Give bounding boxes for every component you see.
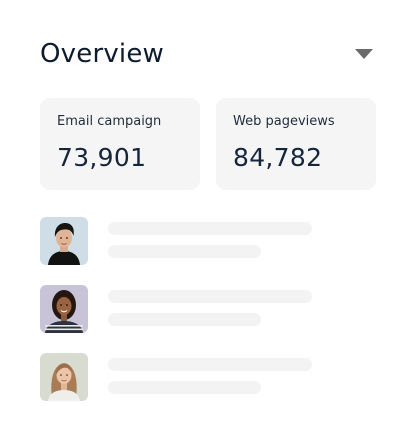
list-item xyxy=(40,217,376,265)
stat-label: Web pageviews xyxy=(233,114,335,129)
card-title: Overview xyxy=(40,39,165,69)
skeleton-line xyxy=(108,313,261,326)
person-avatar-icon xyxy=(40,217,88,265)
person-avatar-icon xyxy=(40,285,88,333)
stat-label: Email campaign xyxy=(57,114,162,129)
stat-card-web-pageviews: Web pageviews 84,782 xyxy=(216,98,376,190)
overview-dropdown-button[interactable] xyxy=(352,42,376,66)
person-avatar-icon xyxy=(40,353,88,401)
caret-down-icon xyxy=(355,49,373,59)
avatar xyxy=(40,285,88,333)
avatar xyxy=(40,353,88,401)
skeleton-line xyxy=(108,358,312,371)
skeleton-line xyxy=(108,381,261,394)
skeleton-line xyxy=(108,245,261,258)
list-item xyxy=(40,353,376,401)
skeleton-line xyxy=(108,222,312,235)
card-header: Overview xyxy=(40,36,376,72)
stat-card-email-campaign: Email campaign 73,901 xyxy=(40,98,200,190)
avatar xyxy=(40,217,88,265)
list-item xyxy=(40,285,376,333)
stat-value: 84,782 xyxy=(233,143,323,172)
skeleton-line xyxy=(108,290,312,303)
stat-value: 73,901 xyxy=(57,143,147,172)
